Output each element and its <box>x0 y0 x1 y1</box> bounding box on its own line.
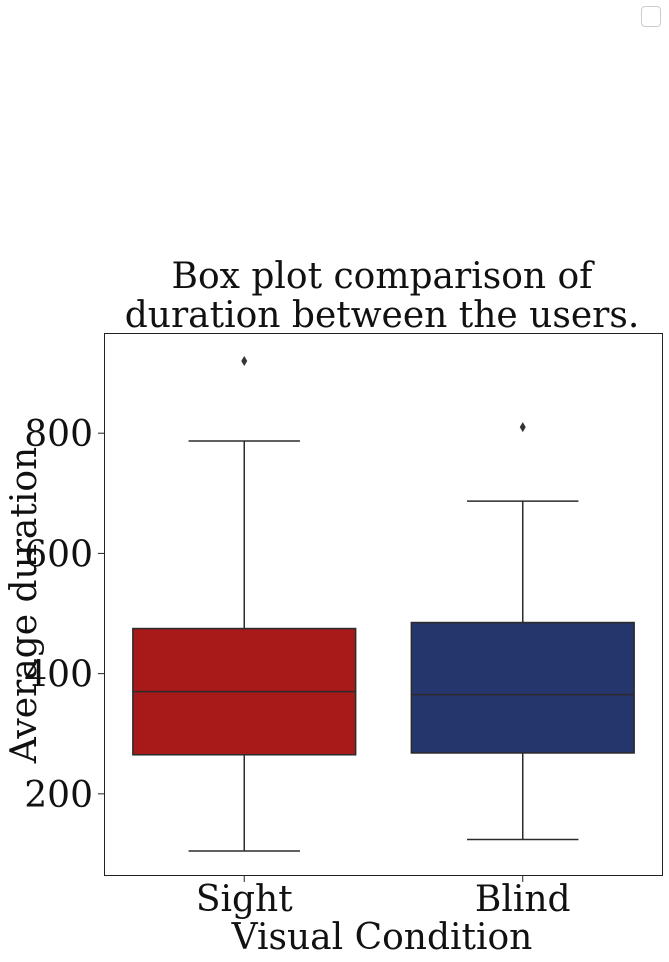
box-blind <box>410 621 635 754</box>
y-axis-label: Average duration <box>4 447 45 764</box>
y-tick-label: 400 <box>24 655 93 696</box>
y-tick-label: 600 <box>24 534 93 575</box>
outlier-point <box>519 422 526 433</box>
legend <box>641 6 661 27</box>
chart-title-line-1: Box plot comparison of <box>172 256 596 297</box>
outlier-point <box>241 356 248 367</box>
x-tick-label: Sight <box>196 879 293 920</box>
plot-area: 200 400 600 800 Sight Blind <box>24 356 635 920</box>
y-tick-label: 800 <box>24 414 93 455</box>
plot-frame <box>104 333 663 876</box>
y-tick-label: 200 <box>24 775 93 816</box>
x-axis-label: Visual Condition <box>231 917 533 958</box>
chart-title-line-2: duration between the users. <box>125 295 640 336</box>
x-tick-label: Blind <box>475 879 571 920</box>
